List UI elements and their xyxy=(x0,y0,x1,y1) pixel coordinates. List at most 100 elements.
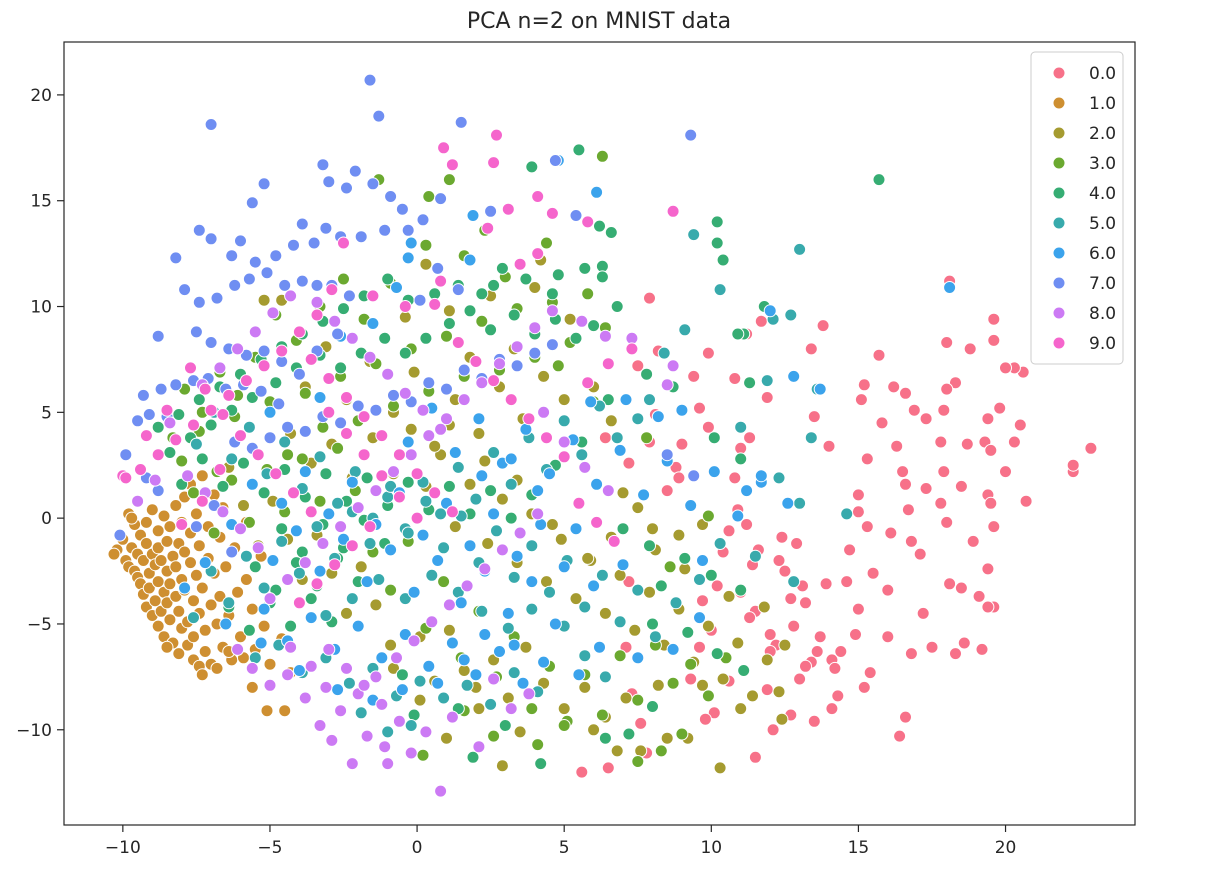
point-class-7-0 xyxy=(378,223,392,237)
point-class-7-0 xyxy=(136,388,150,402)
point-class-9-0 xyxy=(469,355,483,368)
point-class-8-0 xyxy=(345,331,359,345)
point-class-5-0 xyxy=(404,719,418,732)
point-class-6-0 xyxy=(619,393,633,407)
legend-label-9-0: 9.0 xyxy=(1089,334,1116,354)
point-class-3-0 xyxy=(207,526,221,540)
point-class-7-0 xyxy=(334,416,348,430)
point-class-6-0 xyxy=(487,507,501,521)
point-class-9-0 xyxy=(287,486,300,500)
point-class-0-0 xyxy=(819,577,833,591)
point-class-2-0 xyxy=(540,575,553,589)
legend-marker-3-0 xyxy=(1052,156,1066,170)
point-class-6-0 xyxy=(516,676,530,690)
point-class-1-0 xyxy=(139,537,153,550)
point-class-6-0 xyxy=(322,507,336,521)
point-class-7-0 xyxy=(254,384,268,398)
point-class-7-0 xyxy=(234,234,247,248)
point-class-6-0 xyxy=(693,611,706,625)
point-class-5-0 xyxy=(787,575,801,589)
point-class-9-0 xyxy=(545,206,559,220)
point-class-6-0 xyxy=(366,317,380,330)
point-class-2-0 xyxy=(478,454,492,468)
point-class-9-0 xyxy=(434,274,448,288)
point-class-5-0 xyxy=(610,431,624,445)
point-class-8-0 xyxy=(510,340,524,354)
point-class-2-0 xyxy=(413,693,427,707)
point-class-0-0 xyxy=(701,346,715,360)
point-class-8-0 xyxy=(284,289,298,303)
point-class-2-0 xyxy=(384,638,398,652)
point-class-8-0 xyxy=(434,422,448,436)
point-class-5-0 xyxy=(784,308,798,322)
point-class-9-0 xyxy=(340,427,353,440)
point-class-4-0 xyxy=(466,750,480,764)
point-class-5-0 xyxy=(342,676,356,690)
point-class-9-0 xyxy=(607,534,621,548)
point-class-3-0 xyxy=(595,149,609,163)
point-class-3-0 xyxy=(631,693,645,707)
point-class-8-0 xyxy=(457,393,471,407)
point-class-2-0 xyxy=(631,501,645,515)
point-class-5-0 xyxy=(434,507,448,521)
point-class-4-0 xyxy=(475,287,489,301)
point-class-1-0 xyxy=(160,534,174,548)
point-class-9-0 xyxy=(572,496,586,510)
point-class-8-0 xyxy=(281,573,295,586)
legend-label-0-0: 0.0 xyxy=(1089,64,1116,84)
point-class-5-0 xyxy=(643,393,656,407)
point-class-4-0 xyxy=(378,331,392,345)
point-class-0-0 xyxy=(693,401,706,415)
point-class-2-0 xyxy=(701,619,715,633)
point-class-0-0 xyxy=(851,505,865,519)
point-class-4-0 xyxy=(604,226,618,239)
point-class-6-0 xyxy=(616,558,630,572)
point-class-0-0 xyxy=(913,547,927,561)
point-class-6-0 xyxy=(519,422,533,436)
point-class-8-0 xyxy=(442,598,456,612)
point-class-2-0 xyxy=(472,702,486,716)
point-class-5-0 xyxy=(484,697,498,711)
point-class-7-0 xyxy=(366,177,380,191)
point-class-2-0 xyxy=(613,568,627,582)
point-class-7-0 xyxy=(298,424,312,438)
point-class-0-0 xyxy=(954,479,968,493)
legend: 0.0 1.0 2.0 3.0 4.0 5.0 6.0 7.0 8.0 9.0 xyxy=(1030,51,1124,365)
point-class-5-0 xyxy=(598,670,612,684)
point-class-7-0 xyxy=(281,420,295,434)
point-class-4-0 xyxy=(704,568,718,582)
point-class-9-0 xyxy=(322,372,336,385)
point-class-0-0 xyxy=(854,393,868,407)
point-class-6-0 xyxy=(448,446,462,459)
point-class-4-0 xyxy=(192,393,206,407)
point-class-8-0 xyxy=(263,592,277,606)
point-class-0-0 xyxy=(860,520,874,534)
point-class-7-0 xyxy=(131,414,145,428)
point-class-4-0 xyxy=(242,623,256,637)
point-class-1-0 xyxy=(239,573,253,586)
point-class-6-0 xyxy=(266,554,280,567)
point-class-2-0 xyxy=(757,600,771,614)
point-class-8-0 xyxy=(322,642,336,656)
point-class-0-0 xyxy=(813,630,827,644)
point-class-5-0 xyxy=(793,496,807,510)
point-class-5-0 xyxy=(578,600,592,614)
point-class-7-0 xyxy=(119,448,133,462)
point-class-4-0 xyxy=(716,253,730,267)
point-class-1-0 xyxy=(278,704,292,718)
point-class-0-0 xyxy=(881,583,895,597)
point-class-0-0 xyxy=(984,443,998,457)
point-class-2-0 xyxy=(448,520,462,534)
point-class-4-0 xyxy=(707,431,721,445)
point-class-4-0 xyxy=(710,215,724,229)
point-class-5-0 xyxy=(669,596,683,610)
point-class-4-0 xyxy=(545,287,559,301)
point-class-6-0 xyxy=(507,638,521,652)
point-class-6-0 xyxy=(590,185,604,199)
point-class-4-0 xyxy=(743,376,757,390)
point-class-4-0 xyxy=(284,619,298,633)
point-class-0-0 xyxy=(828,661,842,675)
point-class-6-0 xyxy=(257,602,271,616)
point-class-2-0 xyxy=(369,598,383,612)
point-class-0-0 xyxy=(710,579,724,593)
